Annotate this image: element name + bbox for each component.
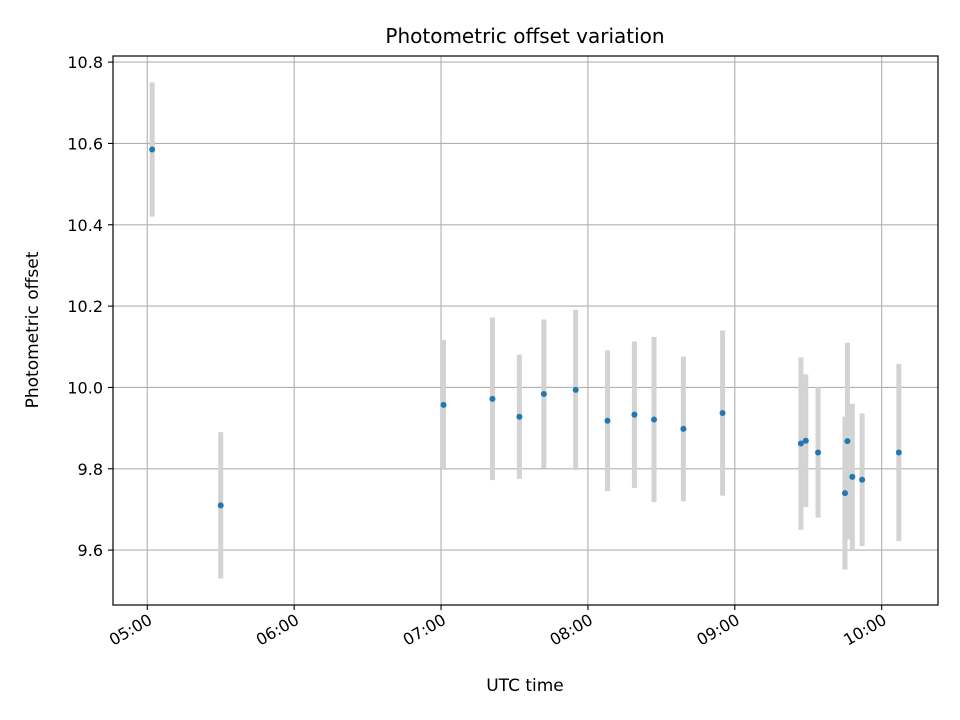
data-point: [815, 449, 822, 456]
data-point: [540, 390, 547, 397]
y-tick-label: 10.4: [67, 216, 103, 235]
data-point: [651, 416, 658, 423]
y-tick-label: 10.2: [67, 297, 103, 316]
x-axis-label: UTC time: [486, 676, 564, 696]
data-point: [489, 395, 496, 402]
data-point: [516, 413, 523, 420]
data-point: [217, 502, 224, 509]
y-tick-label: 9.6: [78, 541, 103, 560]
data-point: [859, 476, 866, 483]
y-tick-label: 10.8: [67, 53, 103, 72]
data-point: [149, 146, 156, 153]
data-point: [572, 386, 579, 393]
data-point: [797, 440, 804, 447]
y-tick-label: 10.0: [67, 378, 103, 397]
data-point: [719, 410, 726, 417]
data-point: [440, 401, 447, 408]
plot-frame: [112, 55, 939, 606]
data-point: [680, 425, 687, 432]
y-axis: 9.6 9.8 10.0 10.2 10.4 10.6 10.8: [67, 53, 113, 560]
chart-title: Photometric offset variation: [385, 24, 664, 48]
data-point: [802, 437, 809, 444]
y-tick-label: 9.8: [78, 460, 103, 479]
data-point: [895, 449, 902, 456]
data-point: [841, 490, 848, 497]
data-point: [844, 438, 851, 445]
y-tick-label: 10.6: [67, 134, 103, 153]
y-axis-label: Photometric offset: [23, 251, 43, 408]
grid-lines: [113, 56, 938, 605]
x-axis: 05:00 06:00 07:00 08:00 09:00 10:00: [106, 605, 890, 650]
data-point: [631, 411, 638, 418]
data-point: [849, 473, 856, 480]
data-points: [149, 146, 902, 509]
data-point: [604, 417, 611, 424]
